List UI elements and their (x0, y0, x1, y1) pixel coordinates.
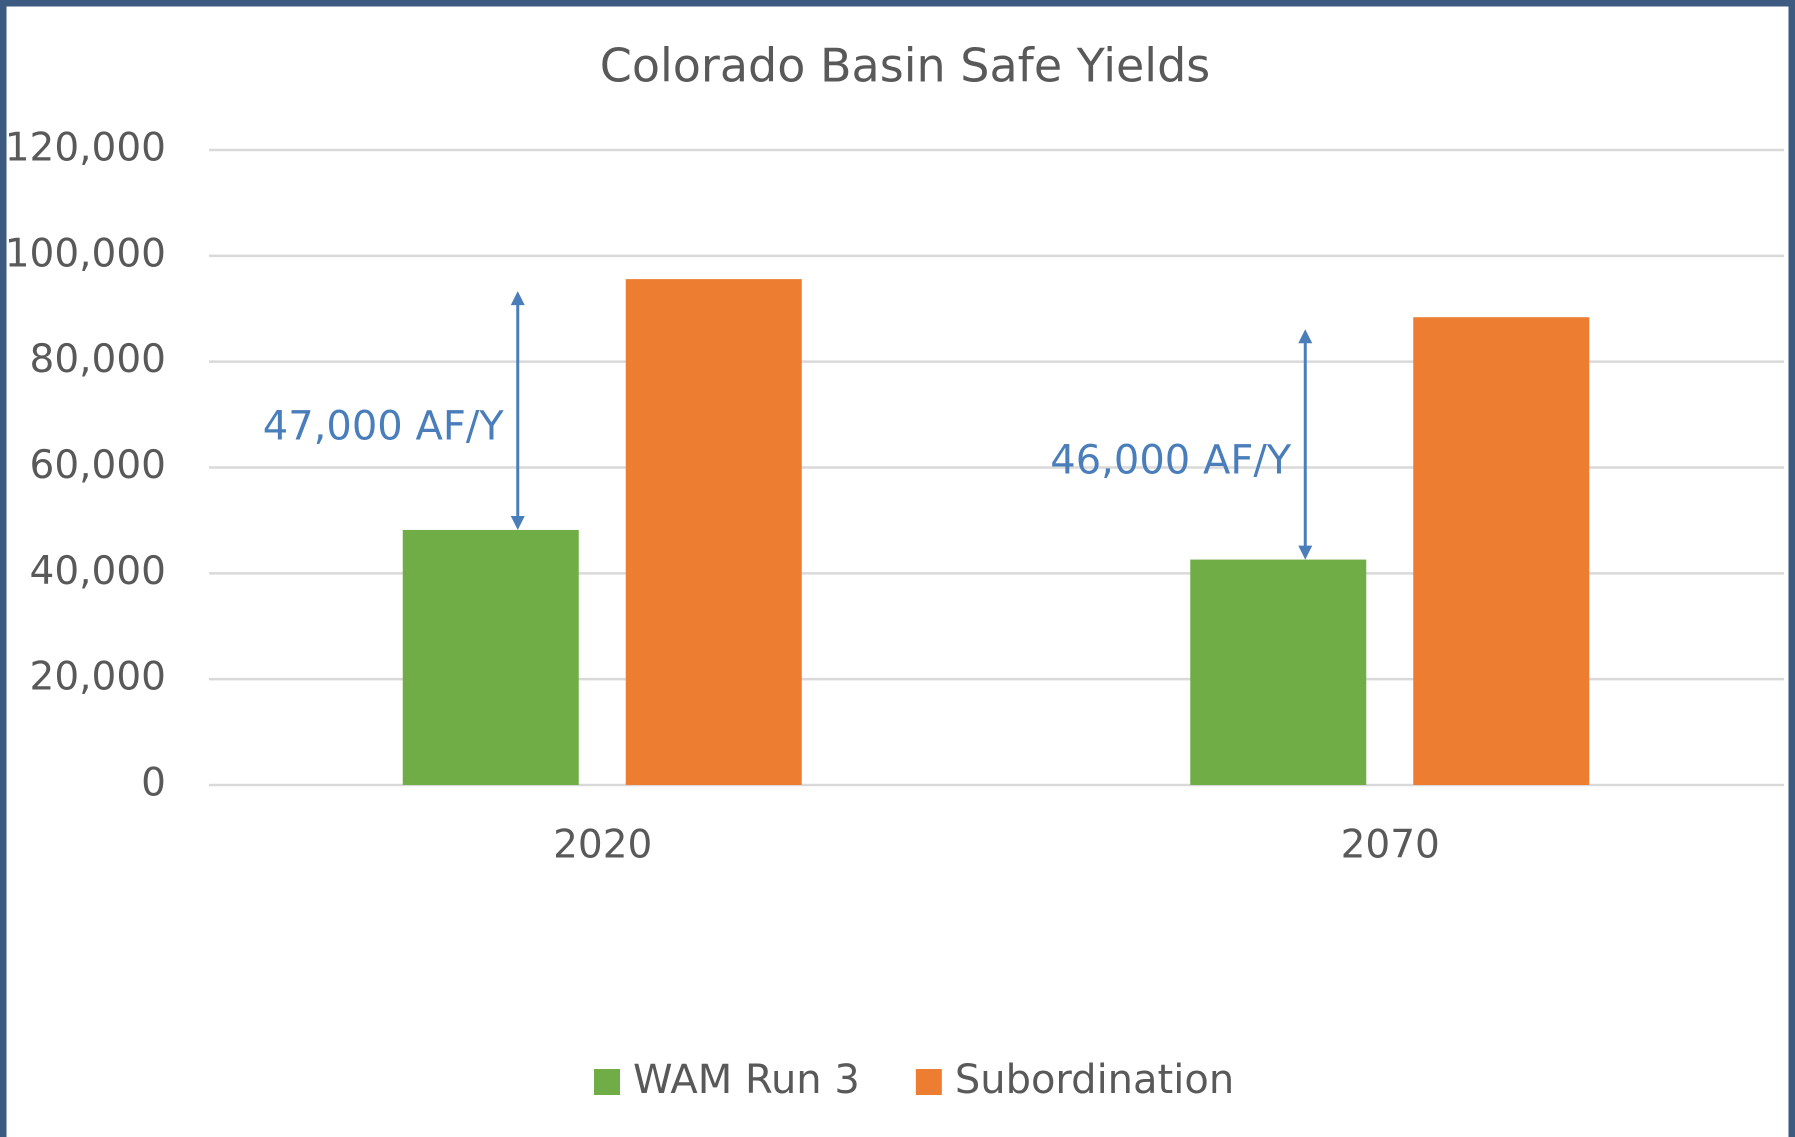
bar (1413, 317, 1590, 785)
arrow-head (1298, 545, 1313, 560)
bar (1190, 559, 1367, 785)
y-tick-label: 40,000 (30, 549, 166, 594)
bar (402, 529, 579, 785)
y-tick-label: 0 (141, 761, 166, 806)
arrow-head (1298, 329, 1313, 344)
arrow-head (510, 515, 525, 530)
chart-title: Colorado Basin Safe Yields (600, 39, 1211, 93)
y-tick-label: 100,000 (5, 231, 166, 276)
x-tick-label: 2020 (553, 823, 652, 868)
legend-swatch (594, 1069, 620, 1095)
arrow-head (510, 291, 525, 306)
annotation: 47,000 AF/Y (263, 404, 505, 450)
annotation: 46,000 AF/Y (1050, 437, 1292, 483)
y-tick-label: 80,000 (30, 337, 166, 382)
legend-swatch (915, 1069, 942, 1095)
x-tick-label: 2070 (1341, 823, 1440, 868)
bar (625, 279, 802, 785)
y-tick-label: 120,000 (5, 126, 166, 171)
y-tick-label: 20,000 (30, 655, 166, 700)
legend-label: Subordination (955, 1057, 1234, 1103)
legend-label: WAM Run 3 (633, 1057, 860, 1103)
y-tick-label: 60,000 (30, 443, 166, 488)
